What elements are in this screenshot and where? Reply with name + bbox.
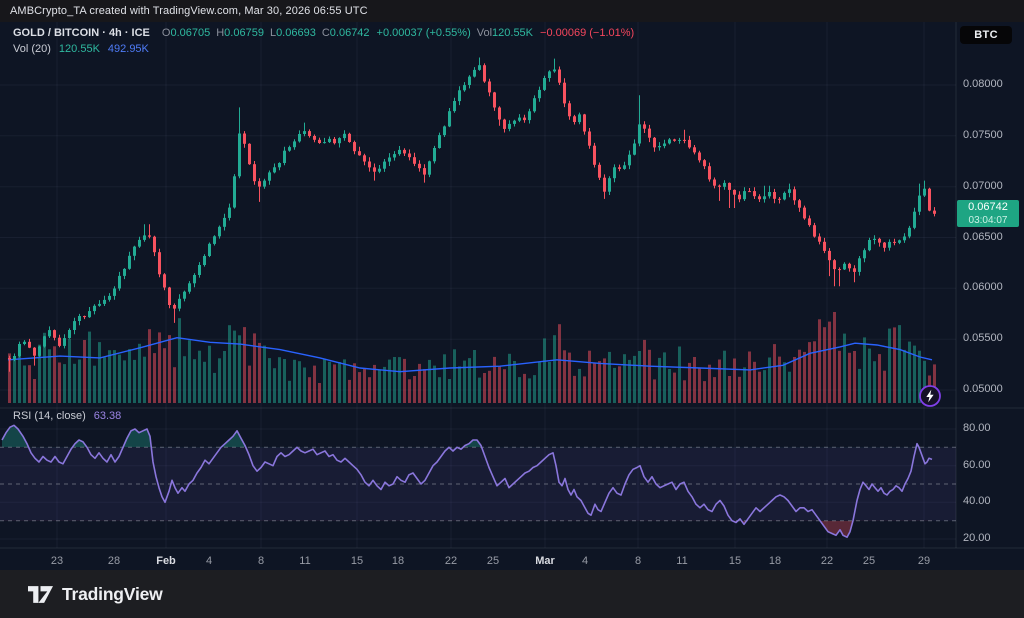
time-tick-label: Mar (535, 555, 555, 567)
price-tick-label: 0.06500 (963, 230, 1003, 243)
attribution-bar: AMBCrypto_TA created with TradingView.co… (0, 0, 1024, 22)
vol-label: Vol (476, 27, 493, 39)
time-tick-label: 25 (486, 555, 500, 567)
open-value: 0.06705 (170, 27, 211, 39)
volume-indicator-row[interactable]: Vol (20) 120.55K 492.95K (13, 43, 149, 55)
rsi-tick-label: 40.00 (963, 495, 991, 508)
lightning-icon (919, 385, 941, 407)
time-tick-label: 15 (728, 555, 742, 567)
time-tick-label: 15 (350, 555, 364, 567)
time-axis[interactable]: 23 28 Feb 4 8 11 15 18 22 25 Mar 4 8 11 15 18 22 25 29 (0, 22, 956, 570)
time-tick-label: Feb (156, 555, 176, 567)
close-label: C (321, 27, 330, 39)
rsi-value: 63.38 (93, 410, 122, 422)
symbol-info-row: GOLD / BITCOIN · 4h · ICE O0.06705 H0.0675… (13, 27, 634, 39)
time-tick-label: 4 (205, 555, 213, 567)
rsi-tick-label: 80.00 (963, 422, 991, 434)
rsi-tick-label: 60.00 (963, 458, 991, 471)
time-tick-label: 18 (391, 555, 405, 567)
volume-current-value: 120.55K (58, 43, 100, 55)
low-value: 0.06693 (276, 27, 316, 39)
brand-footer: TradingView (0, 570, 1024, 618)
price-tick-label: 0.05000 (963, 383, 1003, 395)
chart-canvas[interactable] (0, 22, 1024, 570)
time-tick-label: 25 (862, 555, 876, 567)
daily-change-value: −0.00069 (−1.01%) (540, 27, 635, 39)
chart-area[interactable]: GOLD / BITCOIN · 4h · ICE O0.06705 H0.0675… (0, 22, 1024, 570)
attribution-text: AMBCrypto_TA created with TradingView.co… (10, 5, 368, 17)
rsi-label: RSI (14, close) (13, 410, 86, 422)
time-tick-label: 22 (820, 555, 834, 567)
price-tick-label: 0.08000 (963, 78, 1003, 90)
time-tick-label: 8 (634, 555, 642, 567)
symbol-title[interactable]: GOLD / BITCOIN · 4h · ICE (13, 27, 150, 39)
rsi-indicator-row[interactable]: RSI (14, close) 63.38 (13, 410, 121, 422)
time-tick-label: 11 (676, 555, 688, 567)
open-label: O (161, 27, 171, 39)
last-price-badge: 0.06742 03:04:07 (957, 199, 1019, 227)
close-value: 0.06742 (329, 27, 370, 39)
price-tick-label: 0.05500 (963, 332, 1003, 345)
change-value: +0.00037 (+0.55%) (376, 27, 471, 39)
time-tick-label: 8 (257, 555, 265, 567)
time-tick-label: 23 (50, 555, 64, 567)
time-tick-label: 29 (917, 555, 931, 567)
time-tick-label: 4 (581, 555, 589, 567)
lightning-button[interactable] (918, 384, 942, 408)
time-tick-label: 11 (299, 555, 311, 567)
volume-ma-value: 492.95K (107, 43, 149, 55)
price-tick-label: 0.07500 (963, 128, 1003, 141)
price-tick-label: 0.06000 (963, 281, 1003, 294)
time-tick-label: 22 (444, 555, 458, 567)
currency-toggle-button[interactable]: BTC (960, 26, 1012, 44)
volume-indicator-label: Vol (20) (13, 43, 51, 55)
price-tick-label: 0.07000 (963, 179, 1003, 192)
tradingview-wordmark[interactable]: TradingView (62, 583, 163, 604)
tradingview-logo-icon[interactable] (28, 586, 53, 603)
high-label: H (216, 27, 225, 39)
last-price-value: 0.06742 (968, 200, 1008, 213)
high-value: 0.06759 (224, 27, 264, 39)
time-tick-label: 28 (107, 555, 121, 567)
vol-value: 120.55K (492, 27, 534, 39)
low-label: L (269, 27, 277, 39)
rsi-tick-label: 20.00 (963, 532, 991, 544)
bar-countdown: 03:04:07 (968, 214, 1008, 226)
time-tick-label: 18 (768, 555, 782, 567)
